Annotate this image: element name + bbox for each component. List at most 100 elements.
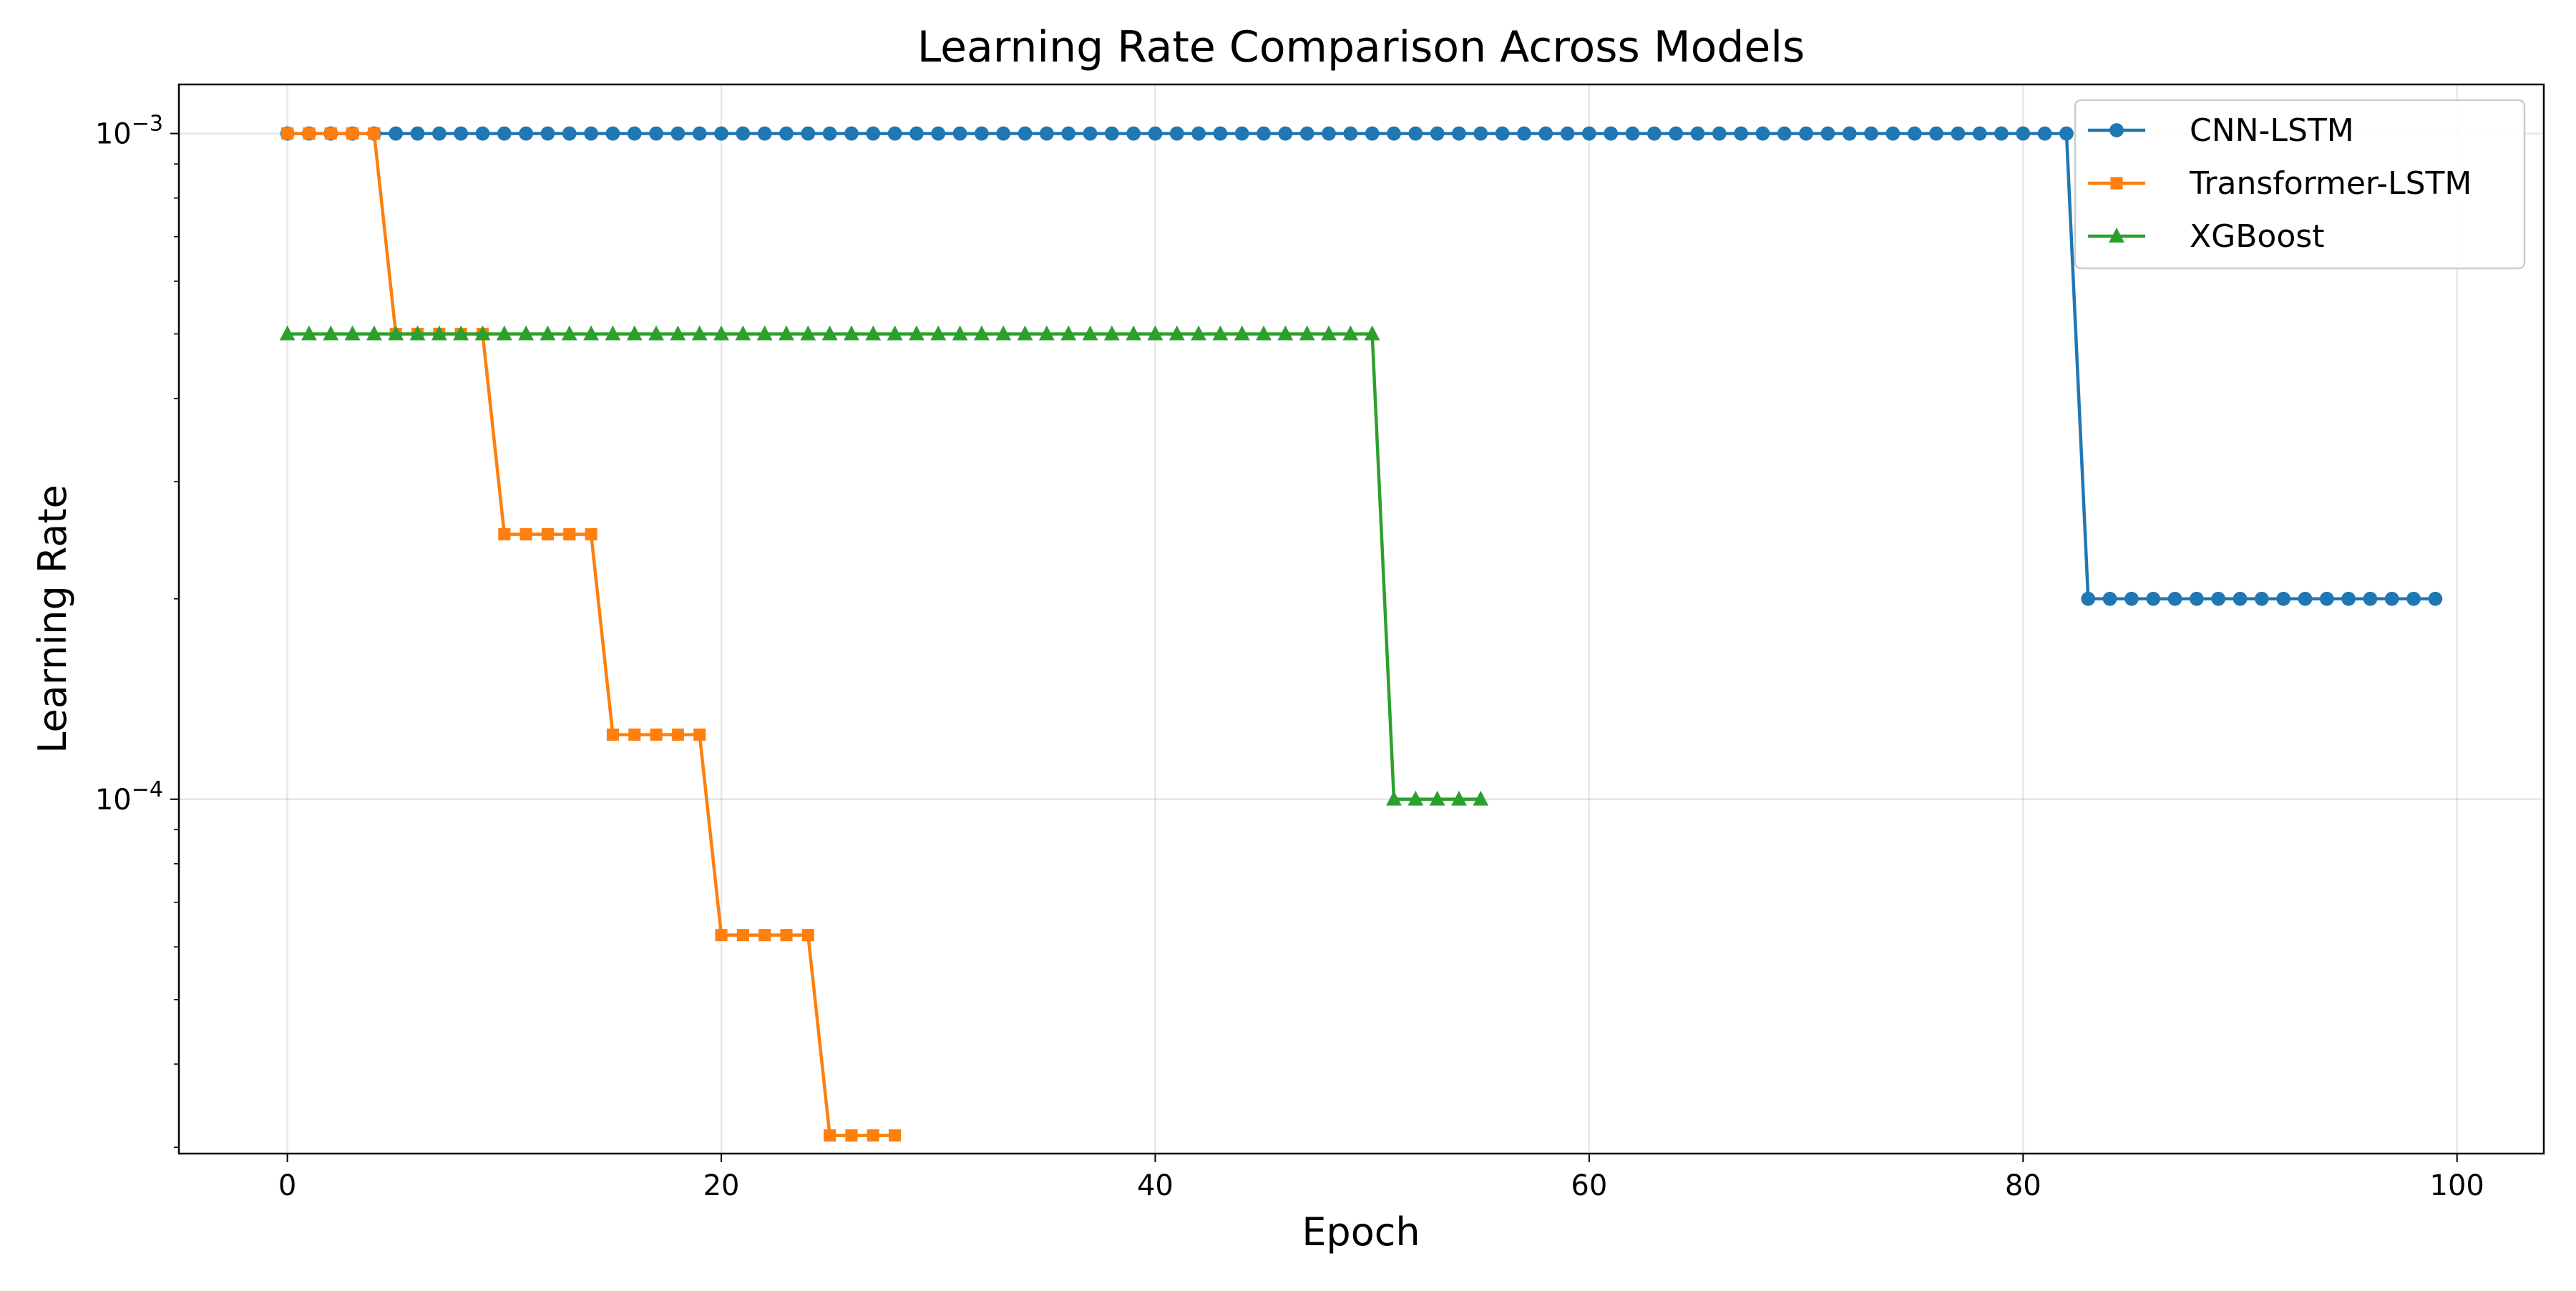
data-point [995, 325, 1012, 341]
data-point [583, 325, 599, 341]
data-point [1322, 126, 1336, 141]
legend-label: CNN-LSTM [2190, 112, 2354, 149]
data-point [1104, 126, 1119, 141]
data-point [800, 325, 816, 341]
data-point [1864, 126, 1878, 141]
data-point [562, 126, 577, 141]
data-point [1777, 126, 1792, 141]
data-point [496, 325, 512, 341]
x-tick-label: 100 [2430, 1169, 2484, 1202]
data-point [736, 929, 749, 942]
data-point [844, 126, 859, 141]
data-point [973, 325, 990, 341]
data-point [301, 325, 317, 341]
data-point [801, 126, 816, 141]
x-tick-label: 20 [703, 1169, 740, 1202]
data-point [779, 325, 794, 341]
data-point [388, 325, 404, 341]
data-point [454, 126, 469, 141]
data-point [366, 325, 382, 341]
data-point [801, 929, 814, 942]
data-point [1299, 126, 1314, 141]
data-point [822, 126, 837, 141]
data-point [2016, 126, 2031, 141]
data-point [692, 126, 707, 141]
data-point [1820, 126, 1835, 141]
data-point [2167, 591, 2182, 606]
series-xgboost [279, 325, 1489, 806]
data-point [1321, 325, 1337, 341]
data-point [1256, 325, 1272, 341]
data-point [1842, 126, 1857, 141]
legend-marker [2110, 177, 2123, 190]
data-point [866, 126, 881, 141]
data-point [1473, 790, 1489, 806]
data-point [628, 729, 641, 741]
data-point [1039, 126, 1054, 141]
data-point [1234, 325, 1250, 341]
legend-marker [2109, 123, 2124, 137]
x-tick-label: 0 [278, 1169, 296, 1202]
data-point [605, 325, 621, 341]
data-point [2363, 591, 2378, 606]
data-point [1365, 126, 1380, 141]
data-point [756, 325, 773, 341]
y-tick-label-exponent: −4 [132, 777, 163, 802]
data-point [2059, 126, 2074, 141]
data-point [887, 325, 903, 341]
data-point [670, 325, 686, 341]
data-point [821, 325, 838, 341]
data-point [1212, 325, 1229, 341]
data-point [1126, 325, 1142, 341]
data-point [1734, 126, 1749, 141]
data-point [2081, 591, 2096, 606]
data-point [1191, 126, 1206, 141]
data-point [431, 126, 447, 141]
data-point [453, 325, 469, 341]
data-point [649, 126, 663, 141]
data-point [1929, 126, 1943, 141]
data-point [324, 127, 337, 140]
data-point [2189, 591, 2204, 606]
data-point [952, 325, 968, 341]
data-point [431, 325, 447, 341]
data-point [323, 325, 339, 341]
data-point [865, 325, 882, 341]
data-point [2298, 591, 2313, 606]
data-point [1604, 126, 1619, 141]
data-point [2341, 591, 2356, 606]
data-point [671, 729, 684, 741]
data-point [1387, 126, 1401, 141]
data-point [279, 325, 296, 341]
data-point [1342, 325, 1359, 341]
data-point [1278, 126, 1293, 141]
data-point [498, 528, 511, 541]
data-point [930, 325, 947, 341]
x-tick-label: 40 [1137, 1169, 1174, 1202]
series-line [287, 132, 2436, 600]
data-point [714, 126, 728, 141]
data-point [389, 126, 404, 141]
data-point [1430, 126, 1445, 141]
data-point [1386, 790, 1402, 806]
data-point [1799, 126, 1813, 141]
data-point [344, 325, 361, 341]
data-point [2124, 591, 2139, 606]
data-point [1885, 126, 1901, 141]
data-point [2146, 591, 2161, 606]
data-point [519, 528, 532, 541]
y-tick-label: 10−4 [95, 777, 163, 817]
data-point [2211, 591, 2226, 606]
data-point [1038, 325, 1055, 341]
legend-label: XGBoost [2190, 218, 2324, 255]
data-point [606, 729, 619, 741]
data-point [2254, 591, 2269, 606]
data-point [561, 325, 577, 341]
data-point [584, 126, 599, 141]
data-point [1103, 325, 1120, 341]
data-point [693, 729, 706, 741]
data-point [909, 126, 924, 141]
series-layer [279, 126, 2443, 1142]
x-axis-label: Epoch [1302, 1209, 1420, 1255]
